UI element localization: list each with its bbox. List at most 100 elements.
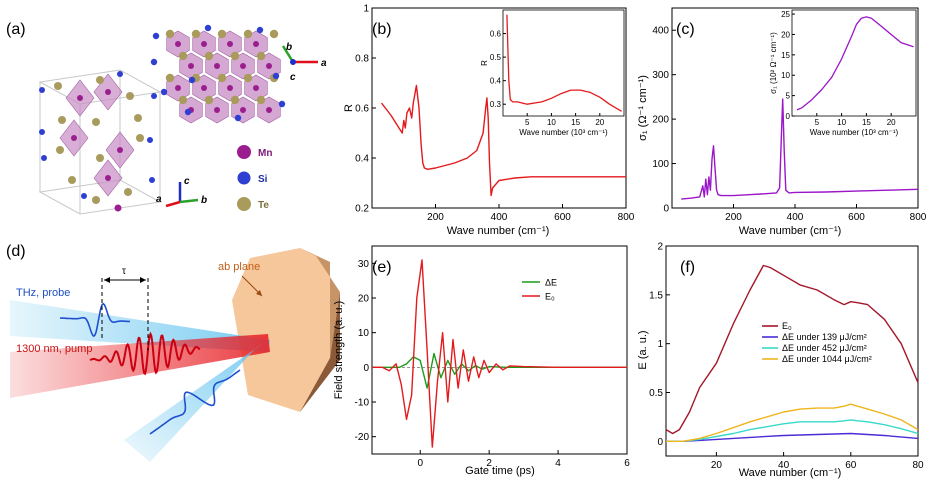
si-atom <box>41 155 47 161</box>
x-tick-label: 60 <box>845 460 857 471</box>
si-atom <box>278 100 286 108</box>
x-tick-label: 400 <box>787 212 804 223</box>
x-tick-label: 400 <box>491 212 508 223</box>
legend-entry: ΔE <box>545 278 557 288</box>
inset-y-tick-label: 0 <box>786 112 791 121</box>
inset-y-tick-label: 15 <box>781 51 790 60</box>
c-axis-dot <box>290 59 296 65</box>
x-tick-label: 6 <box>624 458 630 469</box>
axis-bottom-b: b <box>201 195 207 206</box>
axis-top-b: b <box>286 42 292 53</box>
inset-plot: 5 10 15 20 0 5 10 15 20 25 Wave number (10³ cm⁻¹) σ… <box>769 9 917 137</box>
si-atom <box>188 76 196 84</box>
y-tick-label: 400 <box>652 26 669 37</box>
inset-y-tick-label: 10 <box>781 71 790 80</box>
y-axis-label: σ₁ (Ω⁻¹ cm⁻¹) <box>637 75 649 141</box>
x-tick-label: 600 <box>848 212 865 223</box>
mn-atom <box>227 41 233 47</box>
x-axis-label: Wave number (cm⁻¹) <box>447 225 550 237</box>
crystal-edge <box>300 248 340 358</box>
inset-frame <box>502 9 625 117</box>
inset-x-tick-label: 20 <box>887 118 896 127</box>
te-atom <box>217 73 227 83</box>
panel-a: (a) b a c a c b <box>6 21 327 215</box>
y-tick-label: 2 <box>657 242 663 253</box>
mn-atom-icon <box>237 145 251 159</box>
te-atom <box>178 95 188 105</box>
te-atom <box>58 116 66 124</box>
y-tick-label: 1 <box>363 4 369 15</box>
x-axis-label: Wave number (cm⁻¹) <box>739 225 842 237</box>
y-tick-label: 300 <box>652 70 669 81</box>
te-atom <box>230 51 240 61</box>
panel-b-label: (b) <box>372 21 392 38</box>
inset-y-tick-label: 0.5 <box>490 53 502 62</box>
series-line-0 <box>681 98 919 200</box>
pump-waveform <box>89 331 201 376</box>
y-tick-label: 200 <box>652 115 669 126</box>
legend-te: Te <box>258 200 269 211</box>
te-atom <box>54 82 62 90</box>
inset-x-tick-label: 15 <box>862 118 871 127</box>
y-tick-label: 0 <box>363 363 369 374</box>
panel-d-label: (d) <box>6 243 26 260</box>
te-atom <box>191 29 201 39</box>
y-tick-label: 0.4 <box>355 154 369 165</box>
mn-atom <box>201 85 207 91</box>
x-tick-label: 4 <box>555 458 561 469</box>
crystal-structure-top-view <box>150 24 286 124</box>
legend-entry: ΔE under 1044 μJ/cm² <box>782 354 872 364</box>
si-atom <box>147 137 153 143</box>
plot-frame <box>665 245 919 457</box>
mn-atom <box>266 63 272 69</box>
x-tick-label: 600 <box>554 212 571 223</box>
reflected-waveform <box>149 369 241 435</box>
series-line-0 <box>380 84 626 197</box>
mn-atom <box>114 204 122 212</box>
te-atom <box>165 29 175 39</box>
axis-bottom-a: a <box>156 194 162 205</box>
x-axis-label: Gate time (ps) <box>465 465 535 477</box>
te-atom <box>96 76 104 84</box>
mn-atom <box>214 63 220 69</box>
inset-y-tick-label: 0.3 <box>490 100 502 109</box>
legend-si: Si <box>258 174 268 185</box>
mn-atom <box>175 85 181 91</box>
inset-series-line <box>506 14 622 112</box>
axis-top-a: a <box>321 58 327 69</box>
te-atom <box>204 51 214 61</box>
inset-x-tick-label: 5 <box>815 118 820 127</box>
atom-legend: Mn Si Te <box>237 145 272 211</box>
si-atom <box>117 71 123 77</box>
axis-triad-top: b a c <box>281 42 327 83</box>
mn-atom <box>240 107 246 113</box>
x-tick-label: 80 <box>912 460 924 471</box>
si-atom <box>204 24 212 32</box>
y-tick-label: -10 <box>355 398 370 409</box>
legend-entry: E₀ <box>545 292 555 302</box>
inset-x-tick-label: 20 <box>595 118 604 127</box>
axis-bottom-c: c <box>184 176 190 187</box>
tau-label: τ <box>122 266 126 277</box>
pump-beam <box>10 334 270 398</box>
te-atom <box>269 29 279 39</box>
te-atom <box>243 29 253 39</box>
y-tick-label: 10 <box>358 328 370 339</box>
legend-entry: ΔE under 139 μJ/cm² <box>782 332 867 342</box>
y-tick-label: 1.5 <box>649 290 663 301</box>
inset-x-tick-label: 15 <box>571 118 580 127</box>
inset-x-tick-label: 10 <box>547 118 556 127</box>
series-line-3 <box>666 403 919 442</box>
te-atom <box>243 73 253 83</box>
inset-y-label: R <box>480 60 489 66</box>
si-atom <box>39 87 45 93</box>
te-atom <box>92 118 100 126</box>
axis-top-c: c <box>290 72 296 83</box>
legend-entry: E₀ <box>782 321 792 331</box>
te-atom <box>217 29 227 39</box>
inset-y-tick-label: 20 <box>781 30 790 39</box>
crystal-side <box>300 292 340 412</box>
si-atom <box>256 26 264 34</box>
pump-label: 1300 nm, pump <box>16 343 92 355</box>
